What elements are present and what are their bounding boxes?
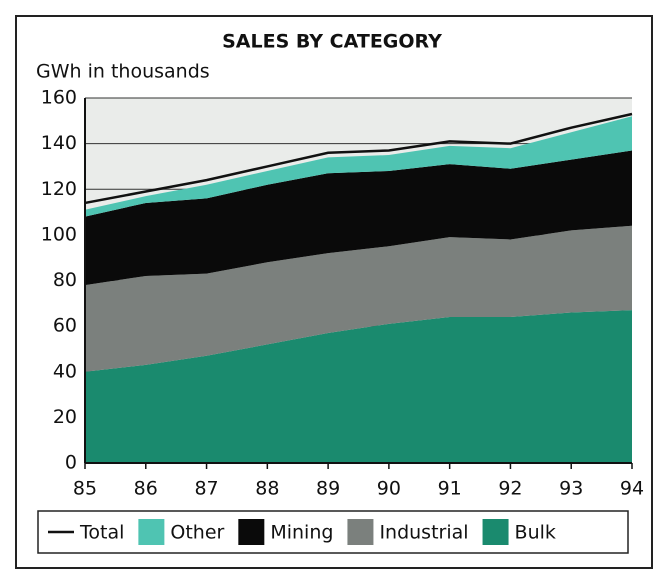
x-tick-label: 94 bbox=[620, 478, 644, 500]
y-tick-label: 0 bbox=[65, 452, 77, 474]
legend-label: Total bbox=[79, 522, 124, 544]
area bbox=[85, 310, 632, 463]
y-tick-label: 60 bbox=[53, 315, 77, 337]
x-tick-label: 89 bbox=[316, 478, 340, 500]
y-axis-label: GWh in thousands bbox=[36, 61, 210, 83]
y-tick-label: 120 bbox=[41, 178, 77, 200]
y-tick-label: 20 bbox=[53, 406, 77, 428]
x-tick-label: 88 bbox=[255, 478, 279, 500]
x-tick-label: 87 bbox=[194, 478, 218, 500]
y-tick-label: 140 bbox=[41, 132, 77, 154]
y-tick-label: 40 bbox=[53, 360, 77, 382]
legend-swatch bbox=[347, 519, 374, 545]
legend-swatch bbox=[482, 519, 509, 545]
legend-swatch bbox=[238, 519, 265, 545]
y-tick-label: 80 bbox=[53, 269, 77, 291]
legend-box bbox=[37, 510, 629, 554]
x-tick-label: 91 bbox=[438, 478, 462, 500]
x-tick-label: 86 bbox=[134, 478, 158, 500]
legend-label: Mining bbox=[270, 522, 333, 544]
legend-swatch bbox=[138, 519, 165, 545]
chart-title: SALES BY CATEGORY bbox=[222, 31, 442, 53]
x-tick-label: 85 bbox=[73, 478, 97, 500]
area bbox=[85, 116, 632, 217]
x-tick-label: 93 bbox=[559, 478, 583, 500]
legend-label: Bulk bbox=[515, 522, 556, 544]
area bbox=[85, 225, 632, 372]
x-tick-label: 90 bbox=[377, 478, 401, 500]
area bbox=[85, 150, 632, 286]
y-tick-label: 160 bbox=[41, 87, 77, 109]
y-tick-label: 100 bbox=[41, 223, 77, 245]
legend-label: Other bbox=[170, 522, 224, 544]
x-tick-label: 92 bbox=[498, 478, 522, 500]
line bbox=[84, 112, 633, 205]
legend-label: Industrial bbox=[379, 522, 468, 544]
